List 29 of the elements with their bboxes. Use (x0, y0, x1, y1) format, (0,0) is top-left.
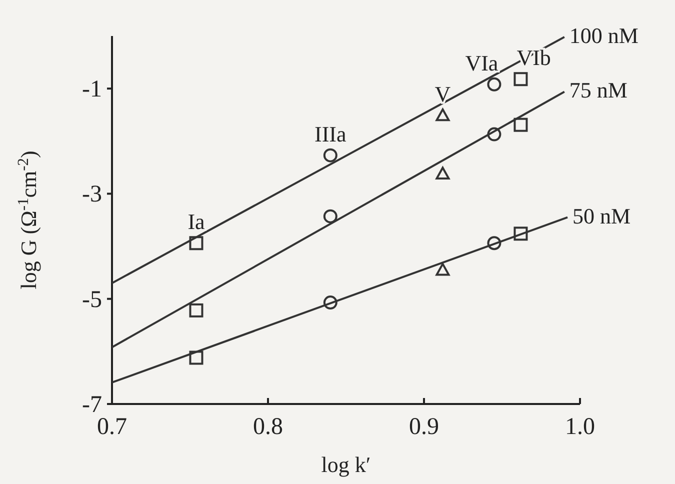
point (323, 296, 338, 310)
y-tick-label: -1 (82, 76, 102, 103)
point (487, 127, 502, 142)
point (436, 262, 450, 276)
series-label: Ia (188, 209, 206, 234)
x-axis-title: log k′ (321, 452, 371, 477)
point (487, 77, 502, 92)
point (487, 236, 502, 250)
x-tick-label: 0.8 (253, 414, 283, 440)
point (514, 118, 528, 132)
series-label: 100 nM (569, 23, 638, 48)
point (436, 166, 450, 180)
point (323, 148, 338, 162)
point (436, 108, 450, 122)
point (514, 72, 528, 86)
y-tick-label: -5 (82, 286, 102, 313)
x-tick-label: 0.9 (409, 414, 439, 440)
y-tick-label: -3 (82, 182, 102, 208)
point (323, 209, 338, 224)
point (514, 226, 528, 241)
point (189, 350, 204, 365)
x-tick-label: 1.0 (565, 414, 595, 440)
series-label: IIIa (314, 121, 347, 146)
series-label: 75 nM (569, 78, 628, 103)
series-label: V (434, 81, 451, 106)
point (189, 303, 204, 318)
point (189, 236, 204, 250)
series-label: VIa (465, 50, 498, 76)
series-label: 50 nM (572, 203, 631, 228)
